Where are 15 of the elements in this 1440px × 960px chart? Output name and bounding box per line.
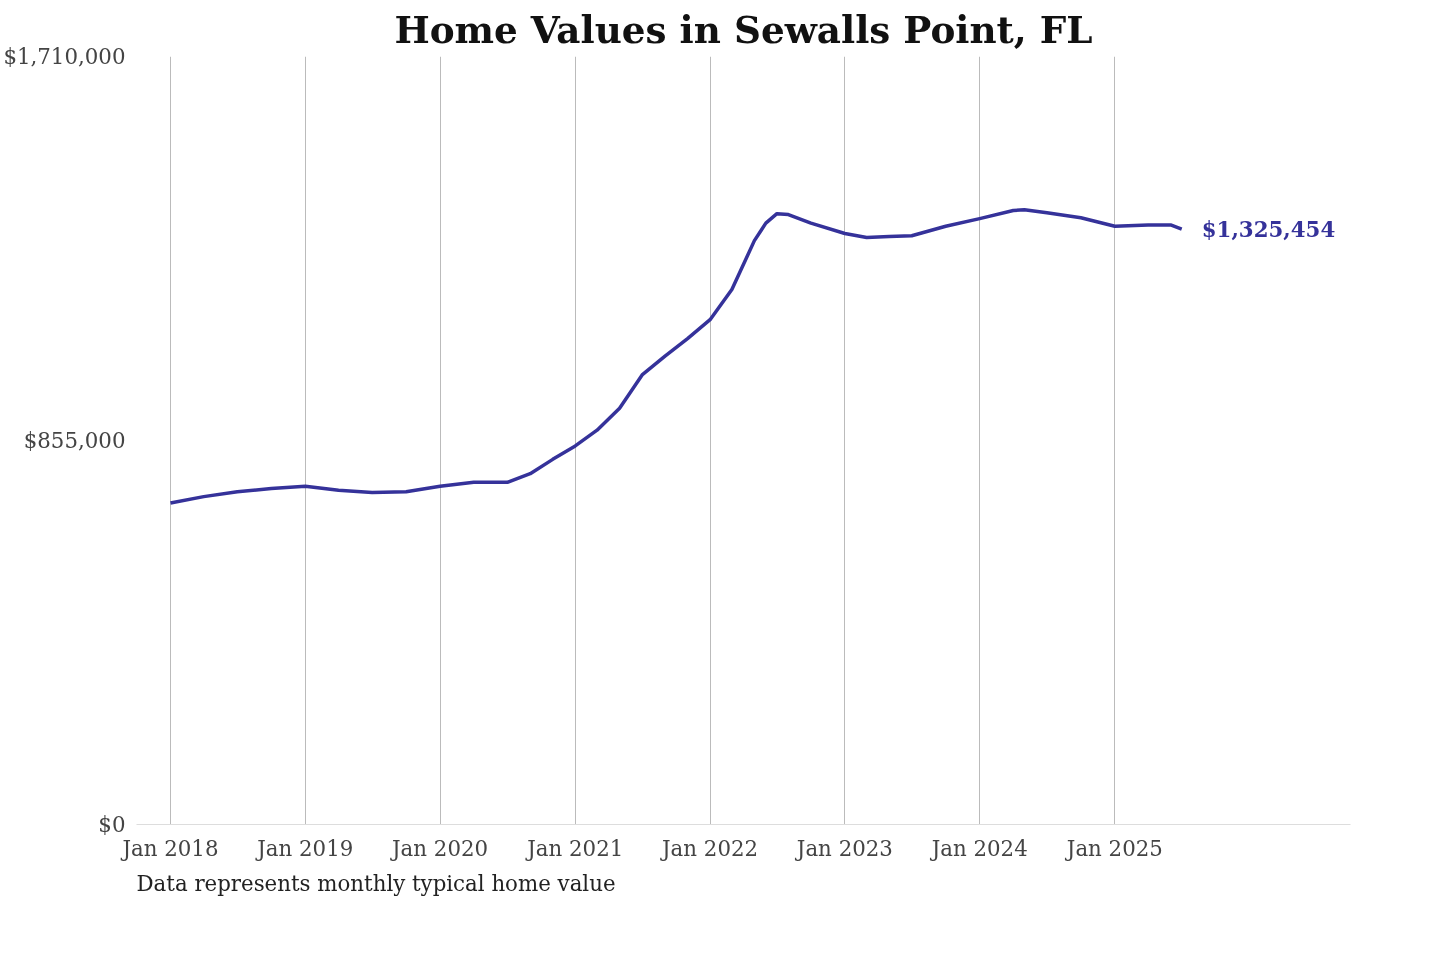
y-tick-label: $855,000 [23,428,126,453]
data-label: $1,325,454 [1201,216,1336,242]
y-tick-label: $0 [98,812,126,837]
x-tick-label: Jan 2019 [255,835,354,861]
x-tick-label: Jan 2025 [1064,835,1163,861]
chart-title: Home Values in Sewalls Point, FL [394,7,1093,52]
x-tick-label: Jan 2022 [660,835,759,861]
y-tick-label: $1,710,000 [3,44,126,69]
x-tick-label: Jan 2020 [390,835,489,861]
x-tick-label: Jan 2018 [120,835,219,861]
line-series [168,207,1184,505]
x-tick-label: Jan 2021 [525,835,624,861]
x-tick-label: Jan 2023 [794,835,893,861]
text: Data represents monthly typical home value [136,870,616,896]
x-tick-label: Jan 2024 [929,835,1028,861]
